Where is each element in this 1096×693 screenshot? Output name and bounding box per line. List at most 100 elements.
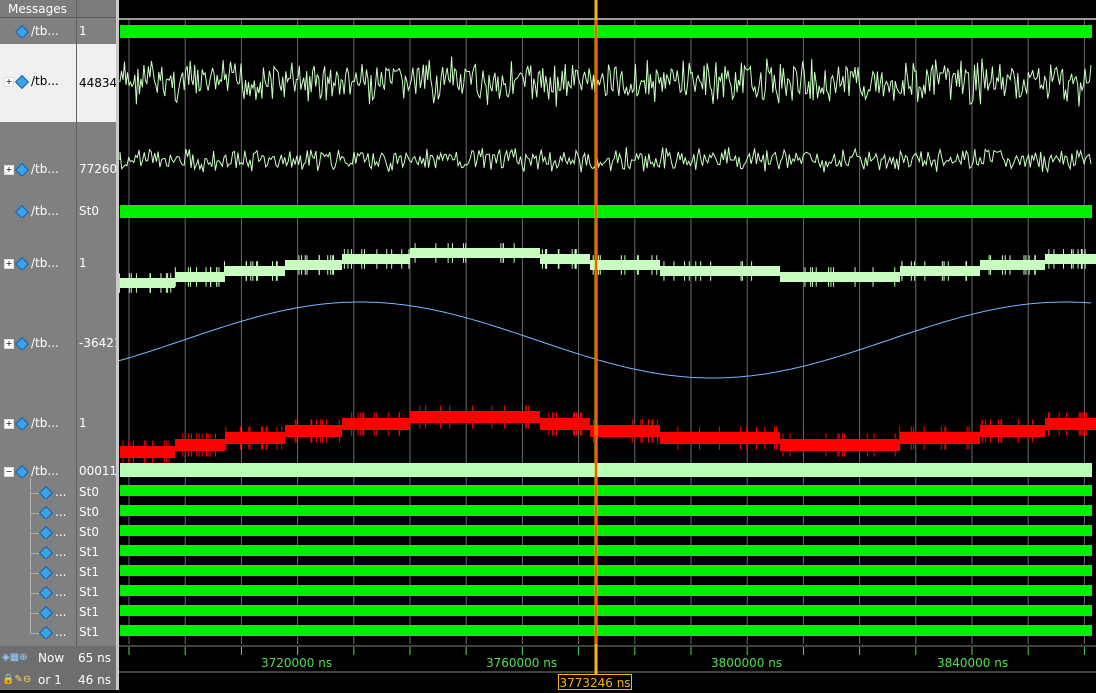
signal-row-5[interactable]: +/tb... bbox=[4, 256, 59, 270]
tree-line bbox=[30, 573, 39, 594]
cursor-toolbar-icon[interactable]: 🔒✎⊖ bbox=[2, 674, 32, 685]
child-row-7[interactable]: ... bbox=[38, 605, 76, 619]
child-row-4[interactable]: ... bbox=[38, 545, 76, 559]
values-header bbox=[77, 0, 117, 18]
signal-diamond-icon bbox=[14, 336, 30, 350]
signal-diamond-icon bbox=[38, 525, 54, 539]
signal-value: 00011 bbox=[79, 464, 117, 478]
tree-line bbox=[30, 593, 39, 614]
analog-trace bbox=[119, 56, 1092, 107]
now-value: 65 ns bbox=[78, 651, 111, 665]
messages-header: Messages bbox=[0, 0, 76, 18]
red-signal-level bbox=[285, 425, 342, 437]
tree-line bbox=[30, 513, 39, 534]
expand-icon[interactable]: + bbox=[4, 338, 14, 349]
signal-row-7[interactable]: +/tb... bbox=[4, 416, 59, 430]
red-signal-level bbox=[225, 432, 285, 444]
signal-diamond-icon bbox=[38, 585, 54, 599]
child-digital-signal bbox=[120, 505, 1092, 516]
pane-splitter[interactable] bbox=[116, 0, 119, 690]
red-signal-level bbox=[900, 432, 980, 444]
child-row-1[interactable]: ... bbox=[38, 485, 76, 499]
signal-diamond-icon bbox=[38, 565, 54, 579]
child-value: St0 bbox=[79, 525, 99, 539]
signal-row-3[interactable]: +/tb... bbox=[4, 162, 59, 176]
signal-value: 1 bbox=[79, 256, 87, 270]
now-toolbar-icon[interactable]: ◈▦⊕ bbox=[2, 652, 28, 663]
red-signal-level bbox=[780, 439, 900, 451]
glitch-signal-level bbox=[120, 278, 175, 288]
red-signal-level bbox=[590, 425, 660, 437]
child-digital-signal bbox=[120, 545, 1092, 556]
signal-value: St0 bbox=[79, 204, 99, 218]
child-row-3[interactable]: ... bbox=[38, 525, 76, 539]
collapse-icon[interactable]: − bbox=[4, 466, 14, 477]
time-tick-label: 3760000 ns bbox=[486, 656, 558, 670]
signal-row-4[interactable]: /tb... bbox=[0, 204, 76, 218]
signal-row-8[interactable]: −/tb... bbox=[4, 464, 59, 478]
child-digital-signal bbox=[120, 585, 1092, 596]
child-row-2[interactable]: ... bbox=[38, 505, 76, 519]
tree-line bbox=[30, 493, 39, 514]
expand-icon[interactable]: + bbox=[4, 164, 14, 175]
child-row-6[interactable]: ... bbox=[38, 585, 76, 599]
signal-diamond-icon bbox=[38, 625, 54, 639]
cursor-time-label[interactable]: 3773246 ns bbox=[558, 674, 632, 690]
signal-row-1[interactable]: /tb... bbox=[0, 24, 76, 38]
expand-icon[interactable]: + bbox=[4, 258, 14, 269]
child-digital-signal bbox=[120, 565, 1092, 576]
digital-signal bbox=[120, 205, 1092, 218]
tree-line bbox=[30, 533, 39, 554]
red-signal-level bbox=[175, 439, 225, 451]
expand-icon[interactable]: + bbox=[4, 76, 14, 87]
child-row-5[interactable]: ... bbox=[38, 565, 76, 579]
expand-icon[interactable]: + bbox=[4, 418, 14, 429]
child-value: St1 bbox=[79, 545, 99, 559]
child-digital-signal bbox=[120, 485, 1092, 496]
signal-value: 44834 bbox=[77, 44, 117, 122]
time-tick-label: 3840000 ns bbox=[937, 656, 1009, 670]
signal-diamond-icon bbox=[38, 545, 54, 559]
signal-diamond-icon bbox=[38, 485, 54, 499]
bus-signal bbox=[120, 463, 1092, 477]
child-value: St0 bbox=[79, 485, 99, 499]
waveform-canvas[interactable] bbox=[118, 0, 1096, 690]
child-row-8[interactable]: ... bbox=[38, 625, 76, 639]
glitch-signal-level bbox=[410, 248, 540, 258]
child-value: St1 bbox=[79, 605, 99, 619]
child-digital-signal bbox=[120, 525, 1092, 536]
signal-diamond-icon bbox=[38, 505, 54, 519]
glitch-signal-level bbox=[540, 254, 590, 264]
signal-value: 77260 bbox=[79, 162, 117, 176]
signal-diamond-icon bbox=[14, 204, 30, 218]
sine-trace bbox=[118, 301, 1092, 379]
cursor-value: 46 ns bbox=[78, 673, 111, 687]
signal-row-6[interactable]: +/tb... bbox=[4, 336, 59, 350]
child-digital-signal bbox=[120, 625, 1092, 636]
time-tick-label: 3720000 ns bbox=[261, 656, 333, 670]
signal-row-2[interactable]: +/tb... bbox=[0, 44, 76, 122]
red-signal-level bbox=[980, 425, 1045, 437]
red-signal-level bbox=[342, 418, 410, 430]
glitch-signal-level bbox=[660, 266, 780, 276]
signal-value: 1 bbox=[79, 24, 87, 38]
signal-diamond-icon bbox=[14, 416, 30, 430]
signal-diamond-icon bbox=[14, 74, 30, 89]
red-signal-level bbox=[540, 418, 590, 430]
red-signal-level bbox=[1045, 418, 1096, 430]
glitch-signal-level bbox=[980, 260, 1045, 270]
tree-line bbox=[30, 613, 39, 634]
signal-names-pane: Messages /tb... +/tb... +/tb... /tb... +… bbox=[0, 0, 76, 690]
signal-value: 1 bbox=[79, 416, 87, 430]
waveform-pane[interactable] bbox=[118, 0, 1096, 690]
analog-trace bbox=[119, 147, 1092, 174]
child-digital-signal bbox=[120, 605, 1092, 616]
child-value: St1 bbox=[79, 565, 99, 579]
glitch-signal-level bbox=[225, 266, 285, 276]
tree-line bbox=[30, 478, 39, 494]
glitch-signal-level bbox=[1045, 254, 1096, 264]
glitch-signal-level bbox=[285, 260, 342, 270]
tree-line bbox=[30, 553, 39, 574]
glitch-signal-level bbox=[780, 272, 900, 282]
